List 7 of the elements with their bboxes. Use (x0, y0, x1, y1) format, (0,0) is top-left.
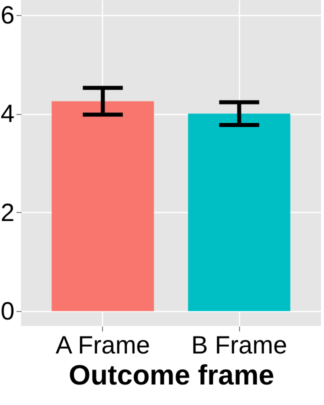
y-tick-label: 6 (0, 1, 14, 30)
x-tick-label: A Frame (56, 332, 150, 360)
y-tick-label: 2 (0, 198, 14, 227)
x-axis-title: Outcome frame (68, 360, 274, 390)
y-tick-label: 4 (0, 100, 15, 128)
y-tick-label: 0 (0, 298, 14, 326)
x-tick-label: B Frame (191, 332, 288, 360)
